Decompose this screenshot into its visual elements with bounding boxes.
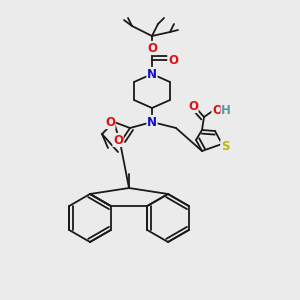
Text: O: O xyxy=(113,134,123,146)
Text: O: O xyxy=(212,103,222,116)
Text: O: O xyxy=(188,100,198,112)
Text: N: N xyxy=(147,116,157,128)
Text: H: H xyxy=(221,103,231,116)
Text: N: N xyxy=(147,68,157,80)
Text: O: O xyxy=(105,116,115,128)
Text: S: S xyxy=(221,140,229,154)
Text: O: O xyxy=(168,53,178,67)
Text: O: O xyxy=(147,41,157,55)
